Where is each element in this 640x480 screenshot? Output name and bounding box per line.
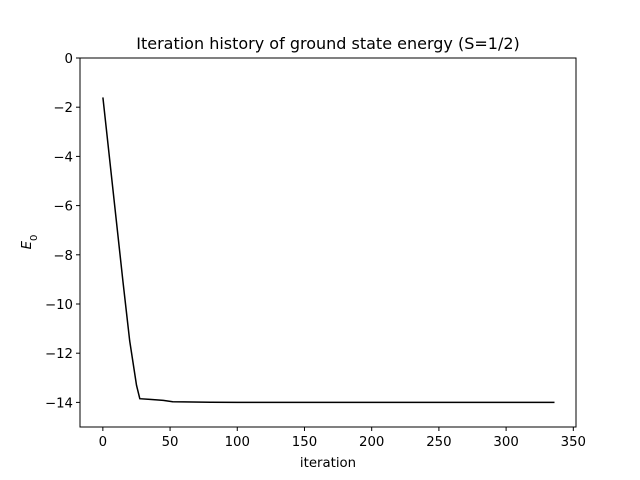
x-tick-label: 0 — [99, 435, 107, 450]
plot-area — [102, 97, 555, 404]
x-axis-label: iteration — [300, 456, 356, 471]
y-tick-label: −10 — [45, 298, 73, 313]
y-tick-label: −12 — [45, 347, 73, 362]
x-axis-ticks: 0 50 100 150 200 250 300 350 — [99, 427, 586, 450]
svg-text:E0: E0 — [20, 235, 40, 250]
x-tick-label: 100 — [225, 435, 250, 450]
y-tick-label: −6 — [53, 200, 73, 215]
x-tick-label: 150 — [292, 435, 317, 450]
y-tick-label: −14 — [45, 396, 73, 411]
series-line — [102, 97, 555, 404]
chart-title: Iteration history of ground state energy… — [136, 34, 520, 53]
plot-frame — [79, 57, 577, 428]
x-tick-label: 200 — [359, 435, 384, 450]
y-tick-label: −4 — [53, 150, 73, 165]
y-axis-label: E0 — [20, 235, 40, 250]
y-tick-label: −2 — [53, 101, 73, 116]
x-tick-label: 350 — [561, 435, 586, 450]
x-tick-label: 300 — [493, 435, 518, 450]
y-axis-ticks: 0 −2 −4 −6 −8 −10 −12 −14 — [45, 52, 80, 411]
y-tick-label: 0 — [65, 52, 73, 67]
x-tick-label: 50 — [162, 435, 179, 450]
y-tick-label: −8 — [53, 249, 73, 264]
x-tick-label: 250 — [426, 435, 451, 450]
